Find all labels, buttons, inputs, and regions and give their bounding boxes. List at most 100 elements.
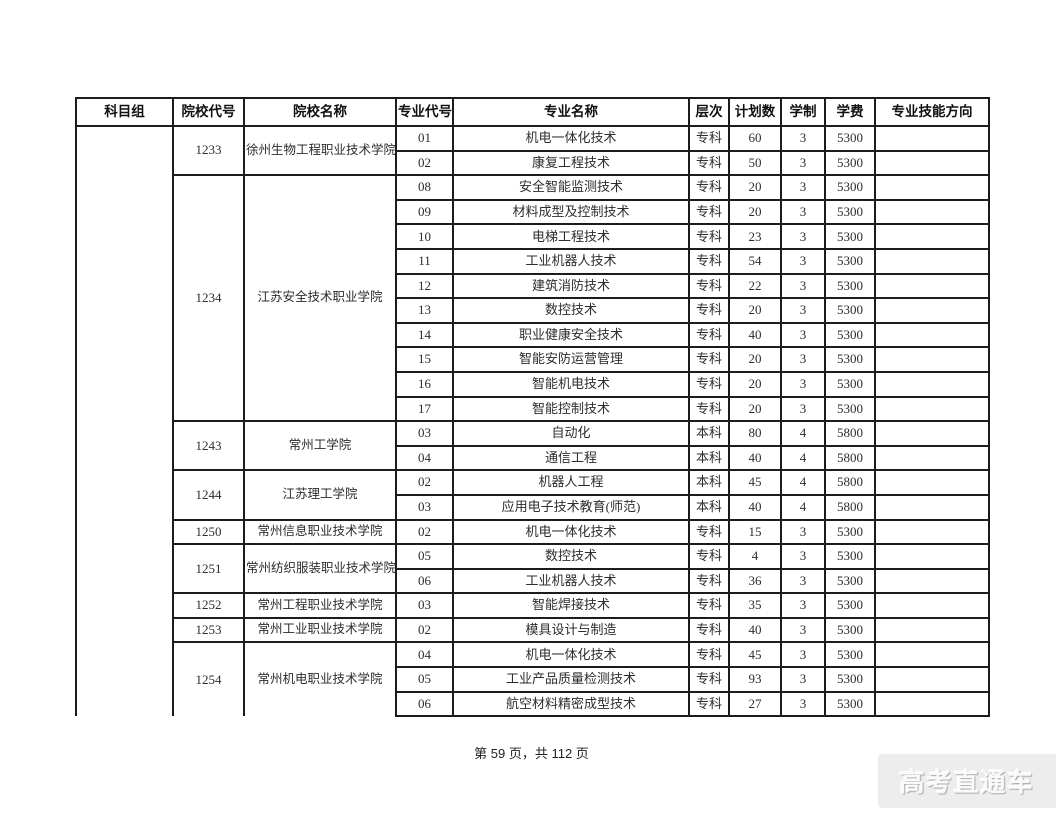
level-cell: 专科 [688, 567, 730, 595]
major-code-cell: 14 [395, 321, 454, 349]
major-name-cell: 机电一体化技术 [452, 641, 690, 669]
level-cell: 专科 [688, 223, 730, 250]
duration-cell: 4 [780, 493, 826, 521]
duration-cell: 3 [780, 616, 826, 644]
duration-cell: 3 [780, 641, 826, 669]
level-cell: 专科 [688, 321, 730, 349]
level-cell: 专科 [688, 641, 730, 669]
tuition-cell: 5800 [824, 493, 876, 521]
major-name-cell: 材料成型及控制技术 [452, 198, 690, 226]
duration-cell: 3 [780, 297, 826, 324]
skill-direction-cell [874, 641, 990, 669]
major-row: 1251 常州纺织服装职业技术学院 05 数控技术 专科 4 3 5300 [76, 543, 990, 595]
plan-count-cell: 54 [728, 247, 782, 275]
header-row: 科目组 院校代号 院校名称 专业代号 专业名称 层次 计划数 学制 学费 专业技能方向 [75, 97, 990, 127]
column-header-7: 学制 [780, 97, 826, 127]
level-cell: 专科 [688, 616, 730, 644]
duration-cell: 3 [780, 149, 826, 177]
column-header-6: 计划数 [728, 97, 782, 127]
major-code-cell: 10 [395, 223, 454, 250]
major-code-cell: 05 [395, 543, 454, 570]
major-code-cell: 02 [395, 616, 454, 644]
plan-count-cell: 20 [728, 395, 782, 423]
skill-direction-cell [874, 592, 990, 619]
major-code-cell: 06 [395, 690, 454, 718]
level-cell: 专科 [688, 690, 730, 718]
major-name-cell: 机电一体化技术 [452, 518, 690, 546]
plan-count-cell: 20 [728, 370, 782, 398]
plan-count-cell: 45 [728, 641, 782, 669]
plan-count-cell: 40 [728, 493, 782, 521]
major-name-cell: 机器人工程 [452, 469, 690, 496]
major-row: 1243 常州工学院 03 自动化 本科 80 4 5800 [76, 420, 990, 472]
college-name-cell: 常州工学院 [243, 420, 397, 472]
tuition-cell: 5300 [824, 370, 876, 398]
column-header-0: 科目组 [75, 97, 174, 127]
skill-direction-cell [874, 297, 990, 324]
level-cell: 专科 [688, 370, 730, 398]
level-cell: 专科 [688, 543, 730, 570]
skill-direction-cell [874, 444, 990, 472]
skill-direction-cell [874, 174, 990, 201]
college-code-cell: 1234 [172, 174, 245, 423]
major-row: 03 应用电子技术教育(师范) 本科 40 4 5800 [76, 493, 990, 521]
major-code-cell: 05 [395, 666, 454, 693]
major-name-cell: 数控技术 [452, 297, 690, 324]
duration-cell: 4 [780, 469, 826, 496]
level-cell: 本科 [688, 493, 730, 521]
duration-cell: 3 [780, 198, 826, 226]
major-row: 17 智能控制技术 专科 20 3 5300 [76, 395, 990, 423]
skill-direction-cell [874, 493, 990, 521]
level-cell: 专科 [688, 297, 730, 324]
column-header-1: 院校代号 [172, 97, 245, 127]
tuition-cell: 5300 [824, 690, 876, 718]
plan-count-cell: 40 [728, 444, 782, 472]
skill-direction-cell [874, 346, 990, 373]
plan-count-cell: 4 [728, 543, 782, 570]
college-name-cell: 江苏安全技术职业学院 [243, 174, 397, 423]
duration-cell: 4 [780, 444, 826, 472]
column-header-3: 专业代号 [395, 97, 454, 127]
skill-direction-cell [874, 395, 990, 423]
tuition-cell: 5300 [824, 666, 876, 693]
major-name-cell: 模具设计与制造 [452, 616, 690, 644]
duration-cell: 3 [780, 223, 826, 250]
plan-count-cell: 20 [728, 346, 782, 373]
duration-cell: 4 [780, 420, 826, 447]
column-header-4: 专业名称 [452, 97, 690, 127]
tuition-cell: 5300 [824, 247, 876, 275]
plan-count-cell: 60 [728, 125, 782, 152]
major-name-cell: 智能安防运营管理 [452, 346, 690, 373]
major-code-cell: 17 [395, 395, 454, 423]
major-name-cell: 工业机器人技术 [452, 247, 690, 275]
tuition-cell: 5300 [824, 543, 876, 570]
plan-count-cell: 40 [728, 321, 782, 349]
college-code-cell: 1251 [172, 543, 245, 595]
duration-cell: 3 [780, 346, 826, 373]
college-name-cell: 江苏理工学院 [243, 469, 397, 521]
subject-group-cell [75, 124, 174, 717]
plan-count-cell: 36 [728, 567, 782, 595]
plan-table: 科目组 院校代号 院校名称 专业代号 专业名称 层次 计划数 学制 学费 专业技能方向 1233 徐… [75, 97, 990, 718]
major-name-cell: 职业健康安全技术 [452, 321, 690, 349]
tuition-cell: 5300 [824, 641, 876, 669]
duration-cell: 3 [780, 567, 826, 595]
level-cell: 专科 [688, 272, 730, 300]
level-cell: 专科 [688, 174, 730, 201]
level-cell: 本科 [688, 469, 730, 496]
level-cell: 本科 [688, 420, 730, 447]
major-code-cell: 15 [395, 346, 454, 373]
level-cell: 专科 [688, 666, 730, 693]
plan-count-cell: 45 [728, 469, 782, 496]
major-row: 1244 江苏理工学院 02 机器人工程 本科 45 4 5800 [76, 469, 990, 521]
skill-direction-cell [874, 616, 990, 644]
skill-direction-cell [874, 567, 990, 595]
plan-count-cell: 20 [728, 198, 782, 226]
level-cell: 专科 [688, 198, 730, 226]
table-header-row: 科目组 院校代号 院校名称 专业代号 专业名称 层次 计划数 学制 学费 专业技能方向 [75, 97, 990, 127]
college-name-cell: 常州信息职业技术学院 [243, 518, 397, 546]
duration-cell: 3 [780, 125, 826, 152]
major-name-cell: 智能焊接技术 [452, 592, 690, 619]
column-header-9: 专业技能方向 [874, 97, 990, 127]
major-code-cell: 01 [395, 125, 454, 152]
